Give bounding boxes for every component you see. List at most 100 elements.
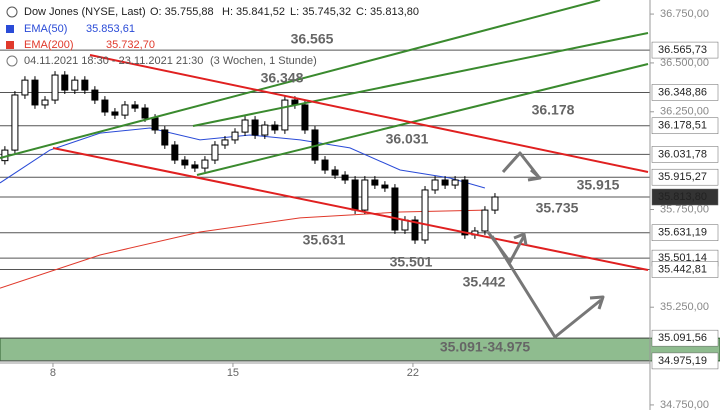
candle-body (321, 159, 329, 171)
x-tick-label: 22 (407, 367, 419, 379)
candle-body (281, 99, 289, 131)
candle-body (411, 219, 419, 241)
candle-body (21, 79, 29, 96)
annotation: 35.735 (536, 200, 579, 216)
candle-body (461, 179, 469, 236)
level-label-box (651, 188, 719, 206)
ema-line (0, 127, 486, 189)
candle-body (121, 104, 129, 116)
candle-body (51, 74, 59, 101)
trend-line (52, 147, 649, 271)
level-label: 36.178,51 (658, 120, 707, 132)
overlay: 36.565,73 36.348,86 36.178,51 36.031,78 35.9… (261, 31, 719, 370)
arrow-head (513, 232, 528, 246)
candle-body (91, 89, 99, 101)
level-label: 34.975,19 (658, 355, 707, 367)
period: 04.11.2021 18:30 - 23.11.2021 21:30 (24, 55, 203, 67)
annotation: 35.915 (577, 177, 620, 193)
legend-swatch (6, 25, 14, 33)
candle-body (341, 174, 349, 181)
y-tick-label: 36.750,00 (660, 8, 709, 20)
level-label: 35.442,81 (658, 263, 707, 275)
level-label-box (651, 41, 719, 59)
candle-body (181, 159, 189, 166)
annotation: 35.442 (463, 274, 506, 290)
candle-body (211, 144, 219, 161)
ema-line (0, 209, 485, 289)
trend-line (192, 32, 649, 127)
arrow-head (589, 295, 605, 310)
trend-line (89, 54, 649, 173)
candle-body (431, 179, 439, 191)
candle-body (421, 189, 429, 241)
trend-line (0, 0, 601, 159)
level-label: 35.915,27 (658, 171, 707, 183)
ohlc-low: L: 35.745,32 (290, 6, 351, 18)
candle-body (271, 124, 279, 131)
candle-body (201, 159, 209, 169)
candle-body (491, 196, 499, 211)
candle-body (331, 169, 339, 176)
candle-body (101, 99, 109, 113)
legend-swatch (6, 41, 14, 49)
ohlc-close: C: 35.813,80 (356, 6, 419, 18)
y-tick-label: 34.750,00 (660, 399, 709, 410)
candle-body (391, 187, 399, 231)
candle-body (191, 164, 199, 169)
level-label: 36.565,73 (658, 44, 707, 56)
clock-icon (6, 55, 18, 67)
level-label-box (651, 168, 719, 186)
legend: EMA(50) 35.853,61 EMA(200) 35.732,70 (6, 23, 155, 51)
candle-body (61, 74, 69, 91)
level-label: 36.031,78 (658, 148, 707, 160)
candle-body (131, 104, 139, 109)
candle-body (111, 111, 119, 116)
candle-body (251, 119, 259, 136)
candle-body (11, 94, 19, 151)
candle-body (361, 179, 369, 211)
candle-body (221, 139, 229, 146)
level-label-box (651, 117, 719, 135)
level-label-box (651, 329, 719, 347)
candle-body (481, 209, 489, 232)
level-label: 35.813,80 (658, 191, 707, 203)
ohlc-high: H: 35.841,52 (222, 6, 285, 18)
candle-body (301, 104, 309, 131)
level-label-box (651, 224, 719, 241)
candle-body (161, 129, 169, 146)
legend-name: EMA(200) (24, 39, 74, 51)
level-label: 36.348,86 (658, 86, 707, 98)
candle-body (171, 144, 179, 161)
level-label: 35.501,14 (658, 252, 707, 264)
annotation: 35.631 (303, 232, 346, 248)
annotation: 35.501 (390, 254, 433, 270)
arrow (490, 235, 602, 339)
level-label: 35.631,19 (658, 227, 707, 239)
candle-body (261, 124, 269, 136)
legend-value: 35.732,70 (106, 39, 155, 51)
level-label-box (651, 352, 719, 370)
y-tick-label: 35.250,00 (660, 301, 709, 313)
trend-lines (0, 0, 649, 271)
annotation: 36.348 (261, 70, 304, 86)
candle-body (371, 179, 379, 186)
candle-body (81, 79, 89, 91)
y-tick-label: 35.750,00 (660, 203, 709, 215)
level-label-box (651, 84, 719, 101)
trend-line (196, 63, 649, 176)
candle-body (231, 131, 239, 141)
y-tick-label: 36.250,00 (660, 106, 709, 118)
annotation: 36.031 (386, 131, 429, 147)
period-note: (3 Wochen, 1 Stunde) (210, 55, 317, 67)
candle-body (351, 179, 359, 211)
support-zone (0, 337, 720, 362)
y-tick-label: 36.500,00 (660, 57, 709, 69)
legend-value: 35.853,61 (86, 23, 135, 35)
title: Dow Jones (NYSE, Last) (24, 6, 146, 18)
arrow-head (527, 168, 542, 182)
candle-body (451, 179, 459, 186)
arrow (501, 151, 540, 177)
icon (6, 6, 18, 18)
